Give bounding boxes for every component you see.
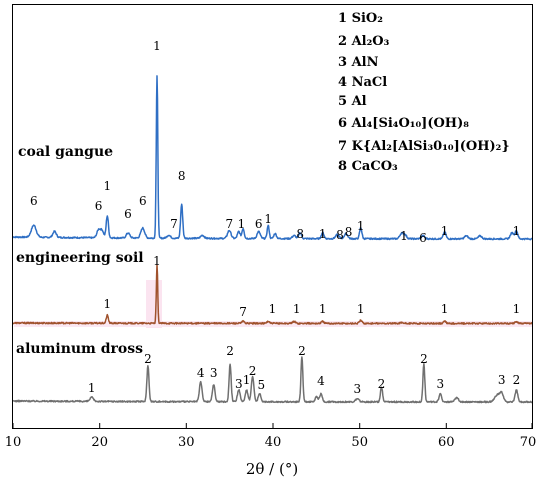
x-tick-label-30: 30 (178, 435, 195, 450)
peak-label-aluminum-dross-8: 5 (257, 378, 265, 392)
soil-highlight-bar (146, 280, 162, 328)
peak-label-coal-gangue-0: 6 (30, 194, 38, 208)
x-axis-title: 2θ / (°) (246, 460, 298, 478)
peak-label-aluminum-dross-15: 3 (498, 373, 506, 387)
peak-label-coal-gangue-4: 6 (139, 194, 147, 208)
peak-label-aluminum-dross-6: 1 (243, 373, 251, 387)
x-tick-label-20: 20 (91, 435, 108, 450)
legend-entry-5: 5 Al (338, 94, 367, 109)
x-axis-tick-labels: 10 20 30 40 50 60 70 (5, 435, 537, 450)
series-line-aluminum-dross (12, 356, 533, 404)
peak-label-coal-gangue-3: 6 (124, 207, 132, 221)
peak-label-coal-gangue-18: 6 (419, 231, 427, 245)
peak-label-aluminum-dross-4: 2 (226, 344, 234, 358)
x-tick-label-10: 10 (5, 435, 22, 450)
legend-entry-7: 7 K{Al₂[AlSi₃0₁₀](OH)₂} (338, 139, 510, 154)
peak-label-aluminum-dross-11: 3 (353, 382, 361, 396)
legend-entry-8: 8 CaCO₃ (338, 159, 398, 174)
legend-entry-1: 1 SiO₂ (338, 11, 383, 26)
peak-label-coal-gangue-6: 7 (170, 217, 178, 231)
peak-label-aluminum-dross-2: 4 (197, 366, 205, 380)
plot-frame (12, 4, 533, 429)
peak-label-aluminum-dross-9: 2 (298, 344, 306, 358)
peak-label-aluminum-dross-1: 2 (144, 352, 152, 366)
legend-entry-6: 6 Al₄[Si₄O₁₀](OH)₈ (338, 116, 469, 131)
peak-label-coal-gangue-10: 6 (255, 217, 263, 231)
peak-label-engineering-soil-2: 7 (239, 305, 247, 319)
peak-label-engineering-soil-1: 1 (153, 254, 161, 268)
peak-label-aluminum-dross-12: 2 (378, 377, 386, 391)
series-label-coal-gangue: coal gangue (18, 144, 113, 160)
peak-label-engineering-soil-7: 1 (441, 302, 449, 316)
series-line-coal-gangue (12, 75, 533, 241)
series-labels: coal gangue engineering soil aluminum dr… (16, 144, 144, 357)
legend: 1 SiO₂ 2 Al₂O₃ 3 AlN 4 NaCl 5 Al 6 Al₄[S… (338, 11, 510, 174)
peak-label-engineering-soil-0: 1 (103, 297, 111, 311)
peak-label-coal-gangue-16: 1 (357, 219, 365, 233)
peak-label-aluminum-dross-10: 4 (317, 374, 325, 388)
peak-label-engineering-soil-6: 1 (357, 302, 365, 316)
x-tick-label-60: 60 (438, 435, 455, 450)
series-line-engineering-soil (12, 263, 533, 325)
peak-label-coal-gangue-13: 1 (319, 227, 327, 241)
peak-label-coal-gangue-12: 8 (296, 227, 304, 241)
peak-label-coal-gangue-9: 1 (238, 217, 246, 231)
peak-label-aluminum-dross-16: 2 (513, 373, 521, 387)
peak-label-coal-gangue-8: 7 (225, 217, 233, 231)
legend-entry-4: 4 NaCl (338, 75, 387, 90)
peak-label-coal-gangue-14: 8 (336, 228, 344, 242)
peak-label-aluminum-dross-3: 3 (210, 366, 218, 380)
peak-label-engineering-soil-8: 1 (513, 302, 521, 316)
peak-label-engineering-soil-3: 1 (269, 302, 277, 316)
x-tick-label-70: 70 (520, 435, 537, 450)
peak-label-aluminum-dross-0: 1 (88, 381, 96, 395)
peak-label-coal-gangue-1: 6 (95, 199, 103, 213)
peak-label-coal-gangue-17: 1 (400, 229, 408, 243)
peak-label-engineering-soil-5: 1 (319, 302, 327, 316)
peak-label-coal-gangue-19: 1 (441, 224, 449, 238)
legend-entry-3: 3 AlN (338, 55, 379, 70)
series-label-aluminum-dross: aluminum dross (16, 341, 143, 357)
peak-label-aluminum-dross-7: 2 (249, 364, 257, 378)
peak-label-aluminum-dross-13: 2 (420, 352, 428, 366)
x-axis-ticks (12, 423, 533, 428)
peak-label-coal-gangue-7: 8 (178, 169, 186, 183)
peak-label-coal-gangue-2: 1 (103, 179, 111, 193)
x-tick-label-50: 50 (351, 435, 368, 450)
series-label-engineering-soil: engineering soil (16, 250, 144, 266)
peak-label-coal-gangue-15: 8 (345, 225, 353, 239)
peak-label-coal-gangue-11: 1 (264, 212, 272, 226)
peak-label-coal-gangue-5: 1 (153, 39, 161, 53)
peak-label-aluminum-dross-14: 3 (436, 377, 444, 391)
peak-label-coal-gangue-20: 1 (513, 224, 521, 238)
series-lines (12, 75, 533, 404)
x-axis: 10 20 30 40 50 60 70 2θ / (°) (5, 423, 537, 478)
x-tick-label-40: 40 (265, 435, 282, 450)
legend-entry-2: 2 Al₂O₃ (338, 34, 390, 49)
peak-label-engineering-soil-4: 1 (293, 302, 301, 316)
peak-label-aluminum-dross-5: 3 (235, 377, 243, 391)
